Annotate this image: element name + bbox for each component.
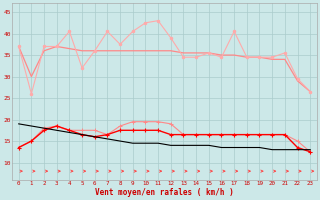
X-axis label: Vent moyen/en rafales ( km/h ): Vent moyen/en rafales ( km/h ): [95, 188, 234, 197]
